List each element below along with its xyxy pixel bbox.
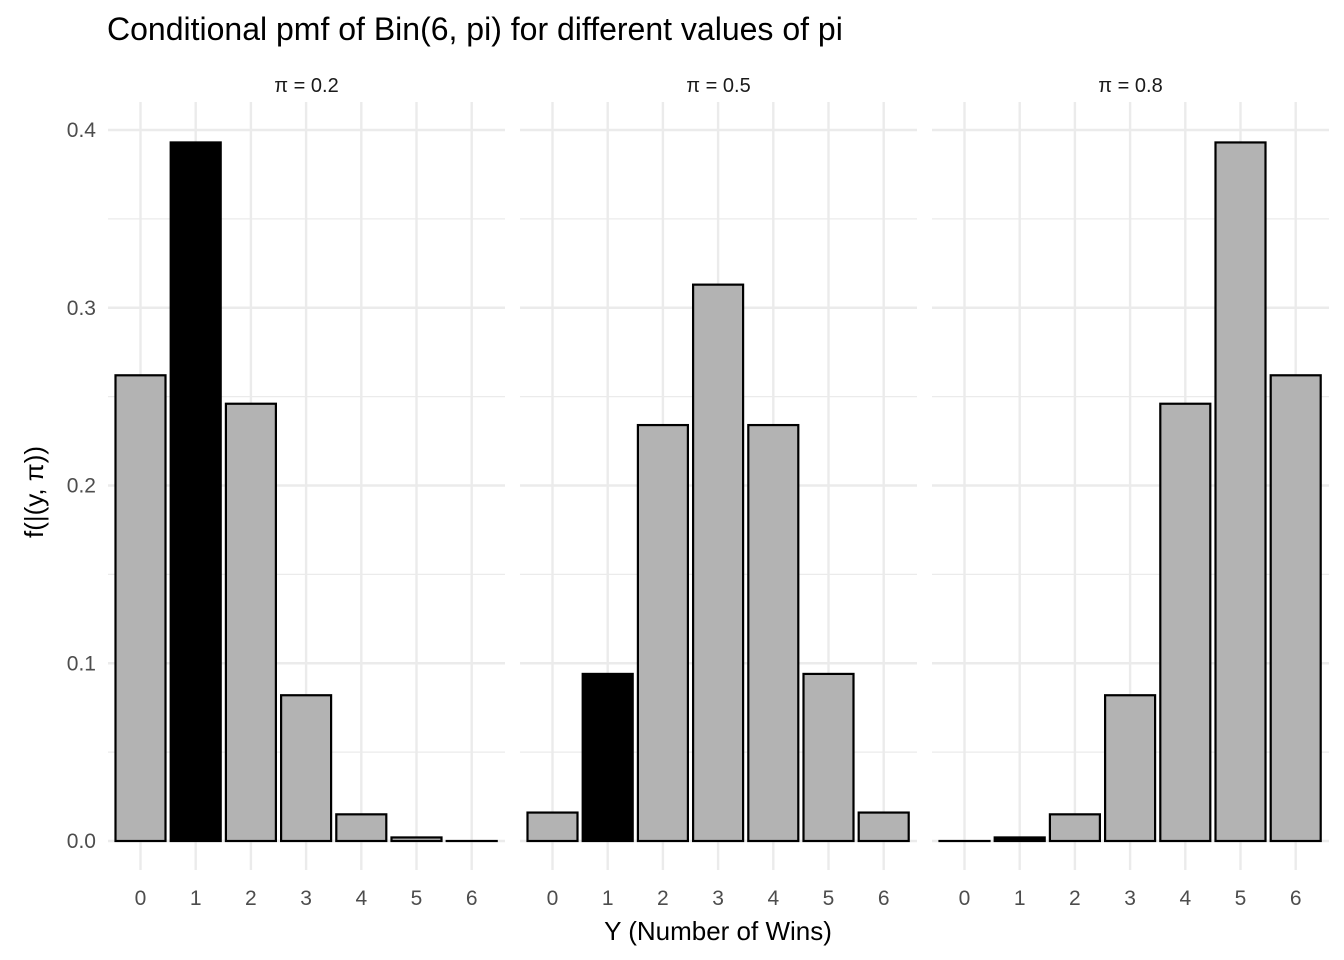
x-tick-label: 2 xyxy=(245,887,257,910)
x-tick-label: 6 xyxy=(466,887,478,910)
bar xyxy=(747,423,800,843)
x-tick-label: 2 xyxy=(1069,887,1081,910)
bar xyxy=(1103,694,1157,843)
x-tick-label: 3 xyxy=(300,887,312,910)
facet-panel: 0 1 2 3 4 5 6 π = 0.5 xyxy=(520,75,917,910)
x-tick-label: 1 xyxy=(1014,887,1026,910)
bar xyxy=(802,672,855,843)
facet-strip-label: π = 0.5 xyxy=(686,75,750,97)
x-tick-label: 1 xyxy=(190,887,202,910)
x-tick-label: 3 xyxy=(1124,887,1136,910)
x-tick-label: 2 xyxy=(657,887,669,910)
x-tick-label: 5 xyxy=(411,887,423,910)
bar xyxy=(1159,402,1212,843)
x-tick-label: 0 xyxy=(547,887,559,910)
facet-panel: 0 1 2 3 4 5 6 π = 0.2 xyxy=(108,75,505,910)
bar xyxy=(280,694,333,843)
bar xyxy=(857,811,910,843)
x-tick-label: 1 xyxy=(602,887,614,910)
x-tick-label: 4 xyxy=(355,887,367,910)
y-tick-label: 0.1 xyxy=(67,652,96,675)
x-tick-label: 5 xyxy=(1235,887,1247,910)
bar xyxy=(169,141,222,843)
chart-title: Conditional pmf of Bin(6, pi) for differ… xyxy=(107,11,843,47)
facet-strip-label: π = 0.2 xyxy=(274,75,338,97)
x-tick-label: 0 xyxy=(959,887,971,910)
y-tick-label: 0.4 xyxy=(67,119,97,142)
bar xyxy=(993,836,1046,843)
bar xyxy=(1269,374,1322,843)
x-tick-label: 5 xyxy=(823,887,835,910)
bar xyxy=(581,672,634,843)
y-axis-title: f(|(y, π)) xyxy=(19,446,49,538)
y-tick-label: 0.0 xyxy=(67,830,96,853)
bar xyxy=(636,423,690,843)
y-axis: 0.0 0.1 0.2 0.3 0.4 xyxy=(67,119,97,853)
bar xyxy=(335,813,388,843)
bar xyxy=(526,811,579,843)
x-tick-label: 4 xyxy=(1179,887,1191,910)
x-tick-label: 0 xyxy=(135,887,147,910)
bar xyxy=(691,283,745,843)
facet-panels: 0 1 2 3 4 5 6 π = 0.2 0 1 2 3 4 5 6 π = 0.5 0 1 2 3 4 5 6 π = 0… xyxy=(67,75,1329,910)
bar xyxy=(224,402,277,843)
facet-panel: 0 1 2 3 4 5 6 π = 0.8 xyxy=(932,75,1329,910)
x-tick-label: 4 xyxy=(767,887,779,910)
facet-strip-label: π = 0.8 xyxy=(1098,75,1162,97)
x-tick-label: 6 xyxy=(878,887,890,910)
y-tick-label: 0.2 xyxy=(67,475,96,498)
x-tick-label: 6 xyxy=(1290,887,1302,910)
x-axis-title: Y (Number of Wins) xyxy=(604,916,832,946)
y-tick-label: 0.3 xyxy=(67,297,96,320)
x-tick-label: 3 xyxy=(712,887,724,910)
bar xyxy=(114,374,167,843)
bar xyxy=(1214,141,1267,843)
bar xyxy=(1048,813,1102,843)
bar xyxy=(390,836,443,843)
